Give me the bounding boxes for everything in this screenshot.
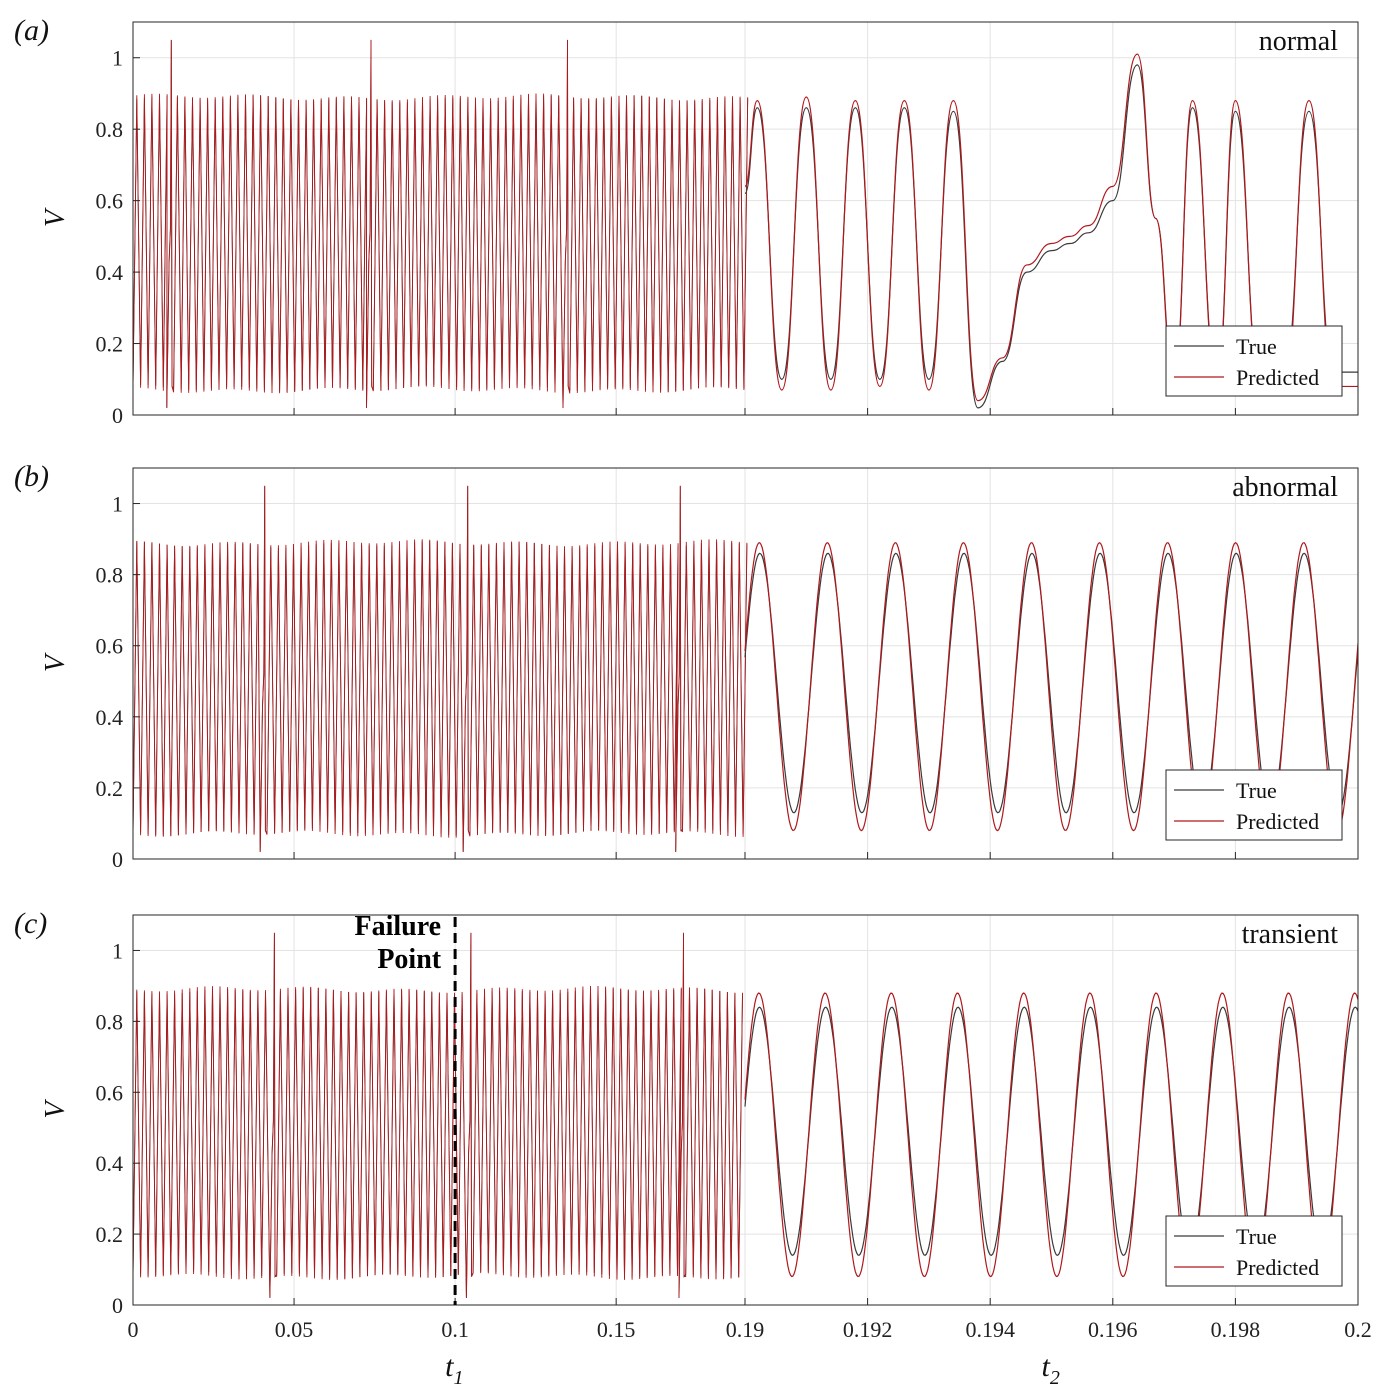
x-tick-label: 0.192: [843, 1317, 893, 1342]
panel-label: (a): [14, 14, 49, 47]
failure-point-label-2: Point: [377, 944, 441, 975]
y-tick-label: 0.8: [96, 563, 124, 588]
x-tick-label: 0.1: [441, 1317, 469, 1342]
legend-label-true: True: [1236, 778, 1277, 803]
axes: 0 0.2 0.4 0.6 0.8 1: [96, 914, 1359, 1318]
y-tick-label: 1: [112, 492, 123, 517]
y-axis-label: V: [40, 652, 71, 672]
panel-label: (c): [14, 907, 47, 940]
x-axis-label-t1: t1: [445, 1350, 463, 1389]
legend-label-predicted: Predicted: [1236, 1255, 1319, 1280]
y-tick-label: 1: [112, 46, 123, 71]
panel-abnormal: 0 0.2 0.4 0.6 0.8 1 V (b) abnormal True Predicted: [14, 460, 1359, 872]
legend: True Predicted: [1165, 769, 1343, 841]
x-tick-label: 0.196: [1088, 1317, 1138, 1342]
panel-label: (b): [14, 460, 49, 493]
series-true-t1: [133, 486, 748, 852]
panel-title: transient: [1242, 919, 1339, 950]
y-tick-label: 0.8: [96, 1009, 124, 1034]
series-group: [133, 485, 1358, 852]
series-predicted-t1: [133, 485, 748, 852]
panel-normal: 0 0.2 0.4 0.6 0.8 1 V (a) normal True Predicted: [14, 14, 1359, 428]
x-tick-label: 0.194: [965, 1317, 1015, 1342]
y-tick-label: 0.2: [96, 332, 124, 357]
y-tick-label: 0.6: [96, 189, 124, 214]
legend-box: [1165, 769, 1343, 841]
x-tick-label: 0.198: [1211, 1317, 1261, 1342]
y-tick-label: 1: [112, 938, 123, 963]
x-tick-label: 0.05: [275, 1317, 314, 1342]
panel-title: abnormal: [1232, 472, 1338, 503]
x-axis-label-t1-main: t: [445, 1350, 454, 1383]
gridlines: [132, 22, 1359, 416]
legend-box: [1165, 1215, 1343, 1287]
legend-box: [1165, 325, 1343, 397]
y-tick-label: 0.2: [96, 1222, 124, 1247]
axes: 0 0.2 0.4 0.6 0.8 1: [96, 21, 1359, 428]
y-tick-label: 0.6: [96, 634, 124, 659]
y-tick-label: 0.6: [96, 1080, 124, 1105]
x-tick-labels: 0 0.05 0.1 0.15 0.19 0.192 0.194 0.196 0.198 0.2: [128, 1317, 1372, 1342]
legend-label-predicted: Predicted: [1236, 365, 1319, 390]
x-axis-label-t1-sub: 1: [453, 1367, 463, 1389]
y-axis-label: V: [40, 1099, 71, 1119]
series-predicted-t1: [133, 932, 743, 1298]
series-true-t2: [744, 552, 1358, 814]
legend: True Predicted: [1165, 1215, 1343, 1287]
series-predicted-t1: [133, 39, 749, 408]
x-axis-label-t2-sub: 2: [1050, 1367, 1060, 1389]
y-axis-label: V: [40, 207, 71, 227]
x-axis-label-t2: t2: [1042, 1350, 1060, 1389]
x-tick-label: 0.15: [597, 1317, 636, 1342]
series-true-t2: [744, 64, 1358, 409]
legend: True Predicted: [1165, 325, 1343, 397]
x-tick-label: 0: [128, 1317, 139, 1342]
series-group: [133, 39, 1358, 409]
legend-label-predicted: Predicted: [1236, 809, 1319, 834]
y-tick-label: 0: [112, 847, 123, 872]
series-predicted-t2: [744, 53, 1358, 402]
x-axis-label-t2-main: t: [1042, 1350, 1051, 1383]
y-tick-label: 0.8: [96, 117, 124, 142]
axes: 0 0.2 0.4 0.6 0.8 1: [96, 467, 1359, 872]
series-predicted-t2: [744, 541, 1358, 832]
y-tick-label: 0: [112, 1293, 123, 1318]
x-tick-label: 0.2: [1344, 1317, 1372, 1342]
y-tick-label: 0.4: [96, 705, 124, 730]
failure-point-label-1: Failure: [355, 911, 442, 942]
y-tick-label: 0.2: [96, 776, 124, 801]
y-tick-label: 0.4: [96, 260, 124, 285]
x-tick-label: 0.19: [726, 1317, 765, 1342]
panel-transient: 0 0.2 0.4 0.6 0.8 1 V (c) transient True Predicted…: [14, 907, 1372, 1389]
panel-title: normal: [1259, 26, 1339, 57]
y-tick-label: 0: [112, 403, 123, 428]
y-tick-label: 0.4: [96, 1151, 124, 1176]
legend-label-true: True: [1236, 334, 1277, 359]
legend-label-true: True: [1236, 1224, 1277, 1249]
